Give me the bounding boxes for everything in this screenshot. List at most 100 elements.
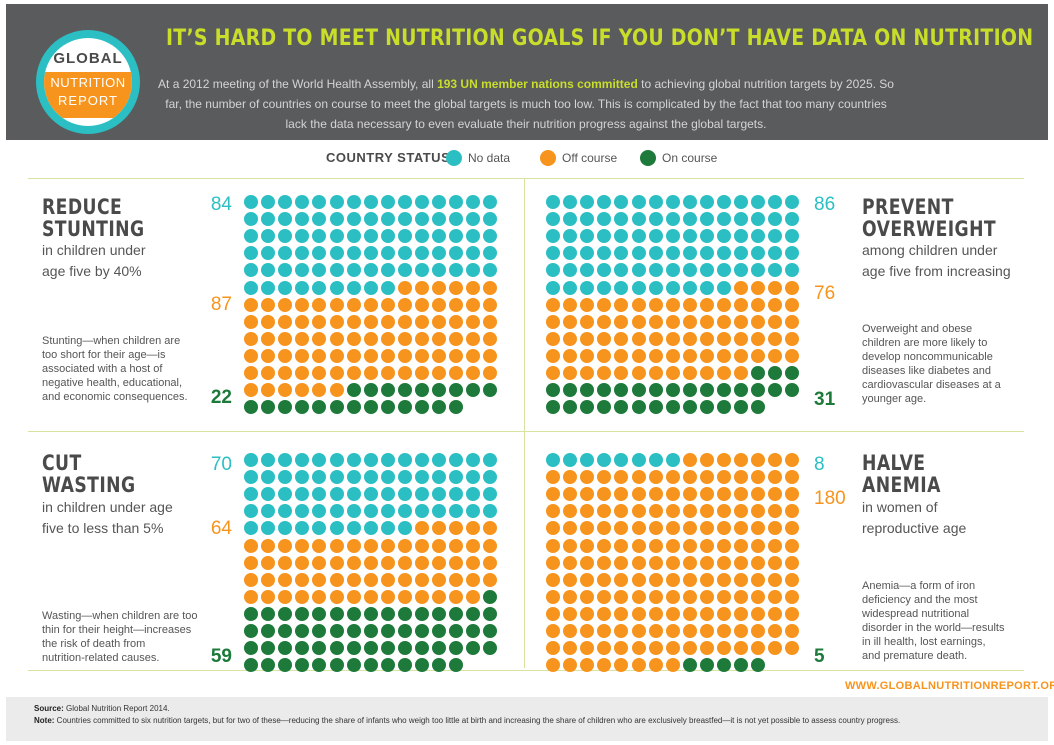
waffle-dot-on-course xyxy=(244,606,258,621)
anemia-desc-line: in ill health, lost earnings, xyxy=(862,636,986,648)
waffle-dot-no-data xyxy=(397,229,412,244)
waffle-dot-on-course xyxy=(380,400,395,415)
waffle-dot-no-data xyxy=(546,212,560,227)
waffle-dot-no-data xyxy=(699,246,714,261)
waffle-dot-no-data xyxy=(363,263,378,278)
waffle-dot-off-course xyxy=(768,624,783,638)
waffle-dot-no-data xyxy=(346,246,361,261)
waffle-dot-off-course xyxy=(397,348,412,363)
overweight-desc-line: diseases like diabetes and xyxy=(862,365,992,377)
overweight-sub-line1: among children under xyxy=(862,242,998,258)
waffle-dot-no-data xyxy=(597,212,612,227)
waffle-dot-off-course xyxy=(546,641,560,656)
waffle-dot-off-course xyxy=(261,366,276,380)
waffle-dot-off-course xyxy=(563,589,578,604)
waffle-dot-on-course xyxy=(785,383,800,398)
waffle-dot-no-data xyxy=(312,280,327,295)
anemia-title-line2: ANEMIA xyxy=(862,473,941,497)
waffle-dot-off-course xyxy=(699,348,714,363)
waffle-dot-off-course xyxy=(278,572,293,587)
waffle-dot-no-data xyxy=(329,195,344,209)
legend-item-no-data: No data xyxy=(446,147,510,169)
waffle-dot-off-course xyxy=(631,606,646,621)
waffle-dot-off-course xyxy=(665,504,680,519)
waffle-dot-off-course xyxy=(312,366,327,380)
waffle-dot-no-data xyxy=(363,212,378,227)
waffle-dot-on-course xyxy=(734,400,749,415)
waffle-dot-no-data xyxy=(631,195,646,209)
waffle-dot-no-data xyxy=(363,453,378,467)
website-link[interactable]: WWW.GLOBALNUTRITIONREPORT.ORG xyxy=(845,680,1054,692)
anemia-desc-line: disorder in the world—results xyxy=(862,622,1005,634)
waffle-dot-off-course xyxy=(751,453,766,467)
waffle-dot-no-data xyxy=(682,195,697,209)
waffle-dot-off-course xyxy=(717,521,731,536)
waffle-dot-no-data xyxy=(768,195,783,209)
waffle-dot-off-course xyxy=(648,589,663,604)
waffle-dot-off-course xyxy=(614,538,629,553)
waffle-dot-off-course xyxy=(597,538,612,553)
stunting-subtitle: in children under age five by 40% xyxy=(42,240,146,282)
waffle-dot-off-course xyxy=(631,589,646,604)
waffle-dot-off-course xyxy=(751,606,766,621)
waffle-dot-off-course xyxy=(614,521,629,536)
waffle-dot-no-data xyxy=(597,195,612,209)
waffle-dot-off-course xyxy=(717,366,731,380)
waffle-dot-no-data xyxy=(614,246,629,261)
waffle-dot-off-course xyxy=(380,348,395,363)
waffle-dot-off-course xyxy=(768,555,783,570)
waffle-dot-on-course xyxy=(363,383,378,398)
waffle-dot-no-data xyxy=(483,504,498,519)
waffle-dot-off-course xyxy=(449,280,464,295)
waffle-dot-off-course xyxy=(329,383,344,398)
legend-label-off-course: Off course xyxy=(562,151,618,165)
waffle-dot-no-data xyxy=(449,470,464,485)
waffle-dot-off-course xyxy=(346,331,361,346)
header-banner: GLOBAL NUTRITION REPORT IT’S HARD TO MEE… xyxy=(6,4,1048,140)
waffle-dot-no-data xyxy=(768,263,783,278)
waffle-dot-off-course xyxy=(665,624,680,638)
waffle-dot-on-course xyxy=(261,400,276,415)
waffle-dot-off-course xyxy=(734,331,749,346)
waffle-dot-on-course xyxy=(665,400,680,415)
waffle-dot-no-data xyxy=(312,487,327,502)
waffle-dot-no-data xyxy=(483,195,498,209)
global-nutrition-report-logo[interactable]: GLOBAL NUTRITION REPORT xyxy=(36,30,140,134)
waffle-dot-off-course xyxy=(665,331,680,346)
waffle-dot-off-course xyxy=(312,331,327,346)
waffle-dot-off-course xyxy=(734,487,749,502)
footer-band xyxy=(6,697,1048,741)
waffle-dot-no-data xyxy=(580,263,595,278)
waffle-dot-off-course xyxy=(483,297,498,312)
overweight-desc-line: cardiovascular diseases at a xyxy=(862,379,1001,391)
overweight-sub-line2: age five from increasing xyxy=(862,263,1011,279)
waffle-dot-on-course xyxy=(449,641,464,656)
waffle-dot-no-data xyxy=(768,212,783,227)
overweight-count-off-course: 76 xyxy=(814,283,836,304)
waffle-dot-no-data xyxy=(397,470,412,485)
waffle-dot-no-data xyxy=(597,453,612,467)
waffle-dot-off-course xyxy=(665,606,680,621)
waffle-dot-off-course xyxy=(768,641,783,656)
waffle-dot-off-course xyxy=(278,538,293,553)
waffle-dot-on-course xyxy=(261,624,276,638)
waffle-dot-off-course xyxy=(580,658,595,673)
waffle-dot-off-course xyxy=(614,297,629,312)
waffle-dot-off-course xyxy=(699,521,714,536)
note-line: Note: Countries committed to six nutriti… xyxy=(34,716,1034,725)
waffle-dot-no-data xyxy=(380,487,395,502)
waffle-dot-no-data xyxy=(432,229,447,244)
waffle-dot-no-data xyxy=(346,280,361,295)
waffle-dot-off-course xyxy=(432,589,447,604)
waffle-dot-no-data xyxy=(785,212,800,227)
waffle-dot-on-course xyxy=(295,641,310,656)
waffle-dot-on-course xyxy=(295,658,310,673)
wasting-count-on-course: 59 xyxy=(210,646,232,667)
waffle-dot-off-course xyxy=(751,331,766,346)
anemia-title-line1: HALVE xyxy=(862,451,926,475)
waffle-dot-off-course xyxy=(785,555,800,570)
waffle-dot-no-data xyxy=(449,195,464,209)
waffle-dot-no-data xyxy=(614,212,629,227)
waffle-dot-no-data xyxy=(682,212,697,227)
waffle-dot-no-data xyxy=(363,229,378,244)
